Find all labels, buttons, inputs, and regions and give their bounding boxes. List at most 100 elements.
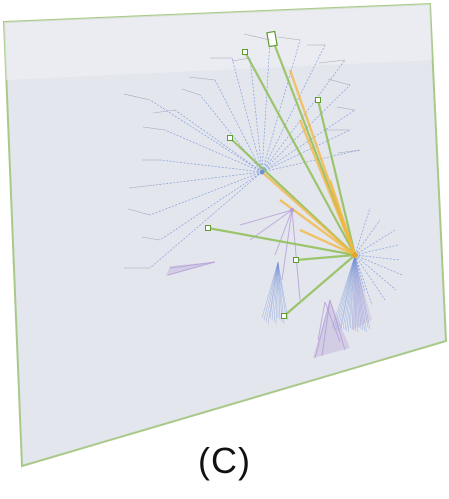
node-label-stroke bbox=[141, 236, 161, 241]
graph-node bbox=[205, 225, 211, 231]
tree-edge bbox=[174, 109, 263, 173]
tree-edge bbox=[331, 254, 356, 329]
tree-edge bbox=[277, 261, 289, 321]
node-label-stroke bbox=[181, 88, 201, 96]
tree-edge bbox=[149, 99, 263, 173]
node-label-stroke bbox=[336, 106, 356, 111]
tree-edge bbox=[340, 254, 356, 329]
tree-edge bbox=[349, 254, 356, 329]
purple-edge bbox=[329, 299, 346, 351]
tree-edge bbox=[149, 171, 263, 269]
tree-edge bbox=[261, 59, 346, 173]
purple-edge bbox=[324, 301, 341, 343]
tree-edges bbox=[149, 39, 403, 333]
tree-edge bbox=[354, 229, 396, 256]
tree-edge bbox=[354, 254, 371, 330]
orange-link bbox=[261, 171, 356, 256]
node-label-stroke bbox=[318, 59, 346, 64]
tree-edge bbox=[354, 254, 366, 293]
green-link bbox=[295, 253, 356, 262]
tree-edge bbox=[354, 219, 381, 256]
node-label-stroke bbox=[243, 33, 271, 41]
orange-link bbox=[338, 214, 357, 256]
graph-node bbox=[242, 49, 248, 55]
tree-edge bbox=[261, 129, 351, 173]
panel-shading bbox=[4, 4, 432, 80]
tree-edge bbox=[261, 149, 361, 173]
purple-edge bbox=[281, 209, 293, 281]
node-label-stroke bbox=[231, 57, 251, 62]
node-label-stroke bbox=[277, 36, 301, 41]
graph-node bbox=[266, 30, 278, 48]
green-link bbox=[316, 99, 357, 256]
orange-link bbox=[299, 228, 356, 257]
tree-edge bbox=[351, 254, 356, 330]
tree-edge bbox=[199, 94, 263, 173]
graph-nodes bbox=[205, 30, 358, 319]
tree-edge bbox=[159, 159, 263, 173]
graph-node bbox=[227, 135, 233, 141]
hub-node bbox=[352, 252, 358, 258]
node-label-stroke bbox=[128, 184, 156, 189]
hub-node bbox=[290, 208, 294, 212]
tree-edge bbox=[353, 254, 356, 331]
tree-edge bbox=[277, 261, 281, 321]
purple-edge bbox=[239, 209, 293, 226]
tree-edge bbox=[277, 261, 283, 323]
node-label-stroke bbox=[123, 93, 151, 101]
figure-caption: (C) bbox=[198, 440, 251, 481]
tree-edge bbox=[333, 254, 356, 330]
tree-edge bbox=[354, 254, 373, 306]
tree-edge bbox=[261, 39, 301, 173]
purple-fan bbox=[166, 262, 215, 276]
tree-edge bbox=[277, 261, 287, 319]
tree-edge bbox=[354, 254, 367, 333]
graph-node bbox=[293, 257, 299, 263]
graph-node bbox=[315, 97, 321, 103]
tree-edge bbox=[354, 254, 369, 329]
tree-edge bbox=[275, 261, 279, 325]
tree-edge bbox=[261, 261, 279, 319]
hub-node bbox=[259, 169, 265, 175]
purple-edge bbox=[321, 299, 331, 357]
purple-fan bbox=[352, 258, 372, 330]
tree-edge bbox=[271, 261, 279, 321]
tree-edge bbox=[261, 44, 326, 173]
tree-edge bbox=[344, 254, 356, 331]
tree-edge bbox=[263, 261, 279, 321]
tree-edge bbox=[265, 261, 279, 323]
tree-edge bbox=[354, 254, 358, 333]
tree-edge bbox=[164, 129, 263, 173]
tree-edge bbox=[354, 254, 364, 331]
tree-edge bbox=[354, 254, 360, 329]
tree-edge bbox=[354, 254, 356, 332]
tree-edge bbox=[354, 244, 399, 256]
tree-edge bbox=[354, 207, 371, 256]
tree-edge bbox=[335, 254, 356, 331]
tree-edge bbox=[269, 261, 279, 319]
node-label-stroke bbox=[152, 109, 176, 114]
tree-edge bbox=[342, 254, 356, 330]
node-label-stroke bbox=[337, 149, 361, 154]
node-labels bbox=[123, 33, 361, 269]
tree-edge bbox=[346, 254, 356, 332]
purple-edge bbox=[167, 261, 216, 276]
purple-edge bbox=[291, 209, 301, 301]
tree-edge bbox=[261, 109, 356, 173]
tree-edge bbox=[154, 171, 263, 186]
node-label-stroke bbox=[188, 76, 216, 81]
tree-edge bbox=[231, 57, 263, 173]
node-label-stroke bbox=[142, 126, 166, 131]
graph-node bbox=[281, 313, 287, 319]
tree-edge bbox=[261, 39, 271, 173]
purple-edges bbox=[166, 209, 372, 359]
tree-edge bbox=[261, 84, 351, 173]
node-label-stroke bbox=[327, 78, 351, 86]
green-link bbox=[244, 51, 356, 256]
purple-edge bbox=[249, 209, 293, 241]
tree-edge bbox=[149, 171, 263, 216]
tree-edge bbox=[273, 261, 279, 323]
green-link bbox=[283, 254, 356, 317]
